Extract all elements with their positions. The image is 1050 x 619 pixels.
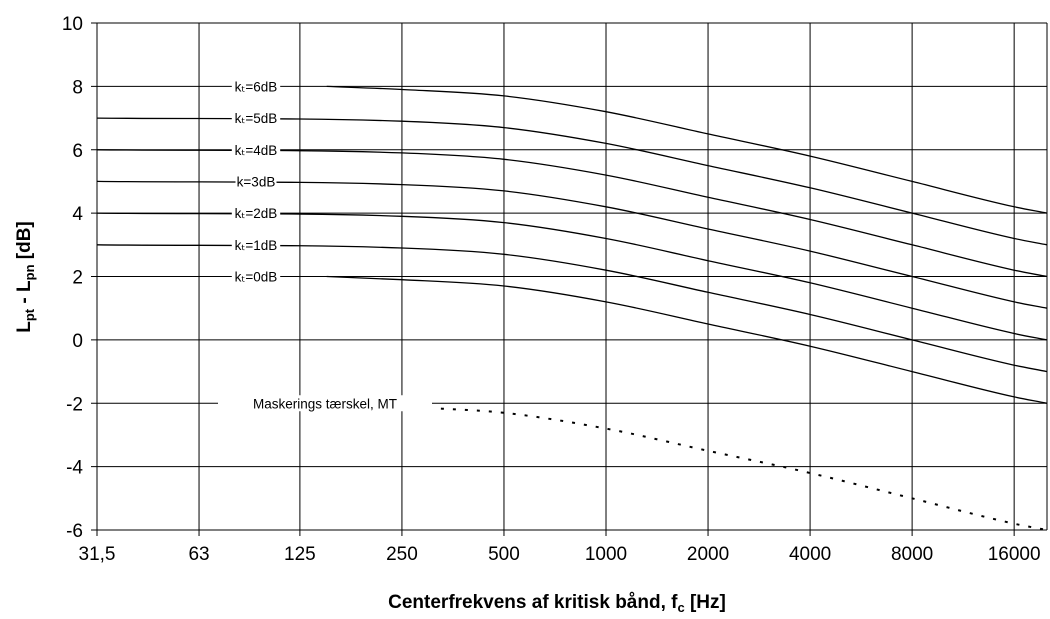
curve-label: kₜ=0dB	[235, 270, 278, 285]
curve-label-bg	[231, 268, 281, 285]
x-tick-label: 500	[488, 544, 520, 565]
y-axis-title: Lpt - Lpn [dB]	[14, 221, 37, 333]
x-tick-label: 2000	[687, 544, 729, 565]
y-tick-label: -6	[66, 521, 83, 542]
curve-label-bg	[231, 141, 281, 158]
series-line-kt-1db	[96, 244, 1048, 373]
x-tick-labels: 31,5 63 125 250 500 1000 2000 4000 8000 16000	[79, 544, 1041, 565]
x-tick-label: 31,5	[79, 544, 116, 565]
series-group	[96, 85, 1048, 531]
curve-label: kₜ=1dB	[235, 238, 278, 253]
series-line-kt-4db	[96, 149, 1048, 278]
x-axis-title: Centerfrekvens af kritisk bånd, fc [Hz]	[388, 592, 726, 615]
series-line-kt-2db	[96, 212, 1048, 341]
curve-label: kₜ=2dB	[235, 206, 278, 221]
y-tick-label: -4	[66, 458, 83, 479]
x-tick-label: 63	[188, 544, 209, 565]
curve-label-bg	[231, 110, 281, 127]
y-tick-label: -2	[66, 394, 83, 415]
curve-label: kₜ=4dB	[235, 143, 278, 158]
x-tick-label: 4000	[789, 544, 831, 565]
curve-label-bg	[231, 205, 281, 222]
y-tick-label: 8	[72, 77, 83, 98]
x-tick-label: 250	[386, 544, 418, 565]
curve-label-bg	[218, 395, 432, 412]
series-line-k-3db	[96, 180, 1048, 309]
masking-threshold-label: Maskerings tærskel, MT	[253, 396, 397, 411]
curve-label-bg	[235, 173, 277, 190]
y-tick-labels: -6 -4 -2 0 2 4 6 8 10	[62, 14, 84, 542]
series-line-kt-5db	[96, 117, 1048, 246]
series-line-kt-0db	[326, 275, 1048, 404]
y-tick-label: 6	[72, 141, 83, 162]
curve-label: kₜ=5dB	[235, 111, 278, 126]
x-tick-label: 1000	[585, 544, 627, 565]
curve-label-bg	[231, 236, 281, 253]
x-tick-label: 125	[284, 544, 316, 565]
x-tick-label: 16000	[988, 544, 1041, 565]
y-tick-label: 10	[62, 14, 83, 35]
y-tick-label: 2	[72, 268, 83, 289]
series-line-kt-6db	[326, 85, 1048, 214]
y-tick-label: 0	[72, 331, 83, 352]
x-tick-label: 8000	[891, 544, 933, 565]
curve-label: k=3dB	[237, 174, 276, 189]
curve-label-bg	[231, 78, 281, 95]
y-tick-label: 4	[72, 204, 83, 225]
curve-labels: kₜ=6dB kₜ=5dB kₜ=4dB k=3dB kₜ=2dB kₜ=1dB kₜ=0d…	[218, 78, 432, 412]
curve-label: kₜ=6dB	[235, 79, 278, 94]
